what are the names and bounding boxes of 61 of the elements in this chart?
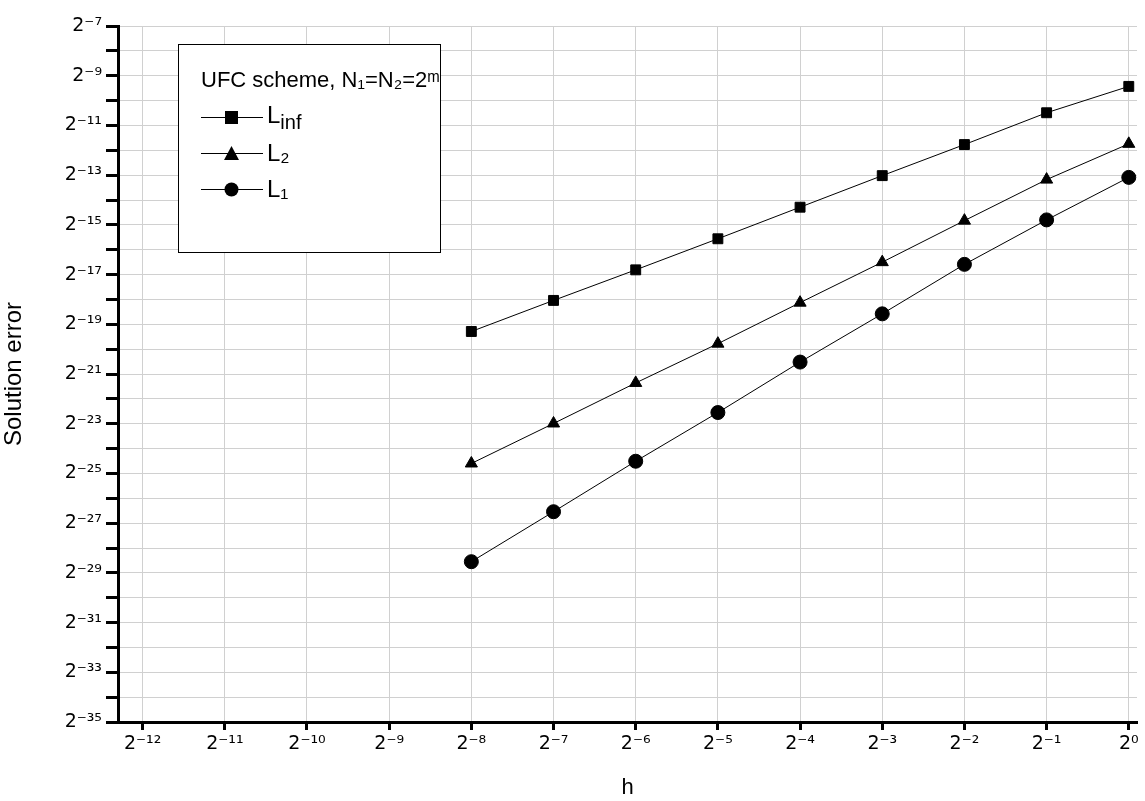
y-axis-title: Solution error [0, 301, 27, 447]
y-tick-label: 2⁻³³ [64, 659, 102, 682]
y-tick-label: 2⁻³⁵ [64, 708, 102, 731]
point [712, 233, 724, 245]
x-tick-label: 2⁰ [1118, 731, 1139, 754]
y-tick-label: 2⁻¹⁷ [64, 261, 102, 284]
point [546, 415, 561, 428]
y-tick-label: 2⁻²⁹ [64, 559, 102, 582]
legend-label: L$_{inf}$ [267, 100, 302, 134]
point [957, 213, 971, 225]
point [793, 295, 807, 307]
x-axis-title: h [621, 773, 634, 799]
point [875, 254, 889, 267]
x-tick-label: 2⁻² [949, 731, 980, 754]
x-tick-label: 2⁻⁴ [785, 731, 816, 754]
y-tick-label: 2⁻²¹ [64, 360, 102, 383]
legend-label: L₂ [267, 139, 290, 167]
point [1122, 136, 1136, 148]
y-tick-label: 2⁻⁷ [72, 12, 102, 35]
y-tick-label: 2⁻²⁷ [64, 510, 102, 533]
x-tick-label: 2⁻⁹ [374, 731, 405, 754]
point [792, 354, 808, 370]
x-tick-label: 2⁻¹⁰ [288, 731, 326, 754]
point [956, 256, 972, 272]
x-tick-label: 2⁻⁶ [620, 731, 651, 754]
y-tick-label: 2⁻¹⁵ [64, 211, 102, 234]
x-tick-label: 2⁻¹² [123, 731, 162, 754]
legend-label: L₁ [267, 175, 289, 203]
point [463, 554, 479, 570]
y-tick-label: 2⁻⁹ [72, 62, 102, 85]
y-tick-label: 2⁻¹⁹ [64, 311, 102, 334]
point [1039, 212, 1055, 228]
point [548, 294, 559, 306]
point [876, 170, 888, 182]
x-tick-label: 2⁻¹¹ [206, 731, 244, 754]
point [1040, 172, 1054, 184]
x-tick-label: 2⁻⁵ [703, 731, 733, 754]
y-tick-label: 2⁻¹¹ [64, 112, 102, 135]
x-tick-label: 2⁻¹ [1031, 731, 1062, 754]
y-tick-label: 2⁻³¹ [64, 609, 102, 632]
point [1041, 107, 1053, 119]
point [546, 504, 562, 520]
point [630, 264, 642, 276]
point [794, 201, 806, 213]
legend-title: UFC scheme, N₁=N₂=2ᵐ [201, 67, 440, 93]
point [1123, 80, 1135, 92]
point [958, 139, 970, 151]
y-tick-label: 2⁻²⁵ [64, 460, 102, 483]
y-tick-label: 2⁻²³ [64, 410, 102, 433]
point [464, 455, 478, 468]
x-tick-label: 2⁻⁸ [456, 731, 487, 754]
point [629, 375, 643, 387]
y-tick-label: 2⁻¹³ [64, 162, 102, 185]
point [874, 306, 890, 322]
point [710, 405, 726, 421]
point [1121, 169, 1137, 185]
point [711, 336, 725, 348]
point [628, 453, 644, 469]
x-tick-label: 2⁻⁷ [538, 731, 569, 754]
point [465, 326, 477, 337]
x-tick-label: 2⁻³ [867, 731, 898, 754]
